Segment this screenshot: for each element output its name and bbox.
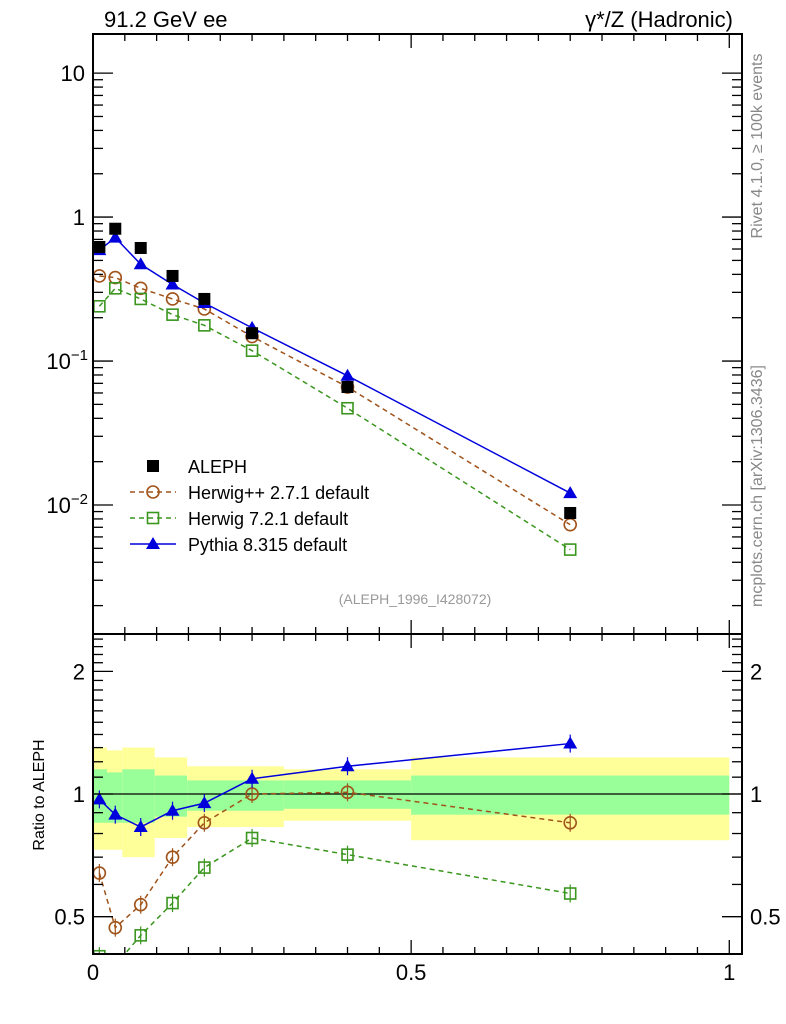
legend-marker-herwig-2-7-1-default <box>146 485 160 499</box>
ratio-line-herwig-2-7-1-default <box>98 791 571 930</box>
ratio-point-pythia-8-315-default <box>165 803 180 816</box>
analysis-annotation: (ALEPH_1996_I428072) <box>339 591 492 607</box>
ratio-line-herwig-7-2-1-default <box>123 837 571 954</box>
main-point-aleph <box>134 241 147 254</box>
x-tick-label: 1 <box>723 960 735 985</box>
legend-marker-pythia-8-315-default <box>146 537 160 549</box>
ratio-y-tick-label-right: 1 <box>750 782 762 807</box>
main-point-herwig-7-2-1-default <box>108 282 122 295</box>
main-y-tick-label: 10−2 <box>46 491 88 518</box>
main-point-herwig-2-7-1-default <box>165 292 180 306</box>
ratio-point-herwig-2-7-1-default <box>108 920 123 935</box>
ratio-point-pythia-8-315-default <box>245 771 260 784</box>
main-point-herwig-7-2-1-default <box>134 292 148 306</box>
ratio-y-tick-label-left: 2 <box>73 659 85 684</box>
x-tick-label: 0 <box>87 960 99 985</box>
main-point-aleph <box>341 381 354 394</box>
main-point-herwig-7-2-1-default <box>245 344 259 357</box>
ratio-point-herwig-7-2-1-default <box>134 929 148 942</box>
mcplots-label: mcplots.cern.ch [arXiv:1306.3436] <box>749 365 766 607</box>
ratio-point-herwig-7-2-1-default <box>110 960 121 971</box>
main-point-pythia-8-315-default <box>165 277 180 290</box>
ratio-point-herwig-7-2-1-default <box>245 831 259 845</box>
legend-label-herwig-7-2-1-default: Herwig 7.2.1 default <box>188 509 348 529</box>
rivet-label: Rivet 4.1.0, ≥ 100k events <box>749 54 766 239</box>
ratio-point-herwig-2-7-1-default <box>133 897 148 912</box>
ratio-point-pythia-8-315-default <box>93 792 107 805</box>
ratio-point-herwig-7-2-1-default <box>563 887 577 900</box>
main-point-aleph <box>109 222 122 235</box>
ratio-point-pythia-8-315-default <box>133 820 148 833</box>
ratio-point-herwig-2-7-1-default <box>245 787 259 801</box>
ratio-point-herwig-7-2-1-default <box>93 949 106 954</box>
main-point-herwig-7-2-1-default <box>563 543 577 556</box>
ratio-point-pythia-8-315-default <box>197 796 212 809</box>
ratio-y-tick-label-left: 0.5 <box>54 905 85 930</box>
x-tick-label: 0.5 <box>396 960 427 985</box>
main-point-pythia-8-315-default <box>108 230 123 243</box>
ratio-point-herwig-7-2-1-default <box>166 896 179 910</box>
band-green <box>122 769 155 823</box>
ratio-point-pythia-8-315-default <box>340 759 355 772</box>
ratio-point-herwig-7-2-1-default <box>341 848 354 861</box>
legend-label-herwig-2-7-1-default: Herwig++ 2.7.1 default <box>188 483 369 503</box>
main-point-pythia-8-315-default <box>563 486 578 499</box>
main-point-pythia-8-315-default <box>340 368 355 381</box>
main-point-aleph <box>564 506 577 519</box>
main-line-herwig-7-2-1-default <box>98 287 571 551</box>
title-left: 91.2 GeV ee <box>104 7 228 32</box>
main-point-herwig-7-2-1-default <box>166 308 179 321</box>
main-point-herwig-7-2-1-default <box>198 319 211 332</box>
legend-marker-aleph <box>147 460 159 472</box>
ratio-point-herwig-2-7-1-default <box>563 815 578 830</box>
ratio-y-tick-label-left: 1 <box>73 782 85 807</box>
main-y-tick-label: 1 <box>73 205 85 230</box>
legend-label-aleph: ALEPH <box>188 457 247 477</box>
main-line-herwig-2-7-1-default <box>99 275 571 526</box>
ratio-point-pythia-8-315-default <box>108 807 123 820</box>
ratio-point-herwig-2-7-1-default <box>340 785 355 800</box>
title-right: γ*/Z (Hadronic) <box>585 7 733 32</box>
ratio-y-tick-label-right: 0.5 <box>750 905 781 930</box>
ratio-ylabel: Ratio to ALEPH <box>31 739 48 850</box>
ratio-point-herwig-2-7-1-default <box>197 815 212 830</box>
main-point-aleph <box>198 292 211 305</box>
main-point-aleph <box>246 327 259 340</box>
ratio-point-herwig-7-2-1-default <box>198 861 211 874</box>
main-point-herwig-2-7-1-default <box>133 281 148 296</box>
legend: ALEPH Herwig++ 2.7.1 default Herwig 7.2.1 … <box>130 457 369 555</box>
main-point-herwig-7-2-1-default <box>341 401 354 415</box>
legend-label-pythia-8-315-default: Pythia 8.315 default <box>188 535 347 555</box>
main-y-tick-label: 10−1 <box>46 347 88 374</box>
main-point-pythia-8-315-default <box>133 257 148 270</box>
main-point-aleph <box>166 269 179 282</box>
ratio-point-herwig-2-7-1-default <box>165 850 180 864</box>
main-point-aleph <box>93 240 106 253</box>
ratio-y-tick-label-right: 2 <box>750 659 762 684</box>
legend-marker-herwig-7-2-1-default <box>146 511 160 525</box>
band-green <box>411 775 730 815</box>
main-y-tick-label: 10 <box>61 61 85 86</box>
ratio-point-pythia-8-315-default <box>563 736 578 749</box>
